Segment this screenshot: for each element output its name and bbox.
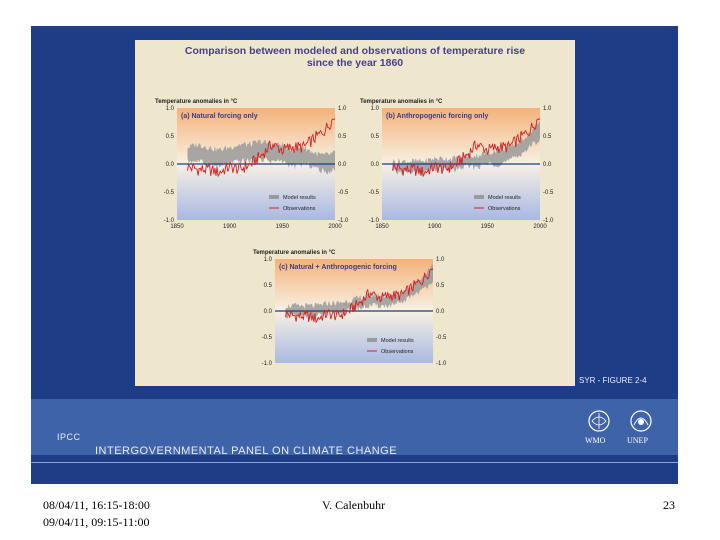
y-tick-right: -0.5 — [338, 190, 349, 196]
wmo-logo: WMO — [585, 410, 610, 445]
legend-model-label: Model results — [488, 195, 521, 201]
footer-dates: 08/04/11, 16:15-18:00 09/04/11, 09:15-11… — [43, 497, 150, 531]
y-tick-left: 1.0 — [371, 106, 380, 112]
x-tick: 2000 — [533, 224, 547, 230]
legend-obs-label: Observations — [283, 206, 316, 212]
y-axis-label: Temperature anomalies in °C — [155, 99, 238, 105]
x-tick: 1950 — [481, 224, 495, 230]
x-tick: 1950 — [276, 224, 290, 230]
y-tick-left: -1.0 — [164, 218, 175, 224]
legend-model-swatch — [367, 338, 377, 342]
y-tick-right: 0.0 — [338, 162, 347, 168]
y-tick-left: -0.5 — [262, 335, 273, 341]
y-tick-right: -1.0 — [436, 361, 447, 367]
legend-model-label: Model results — [283, 195, 316, 201]
y-tick-right: -0.5 — [543, 190, 554, 196]
panel-title: (c) Natural + Anthropogenic forcing — [279, 264, 397, 271]
y-tick-left: 0.0 — [166, 162, 175, 168]
figure-title-line2: since the year 1860 — [306, 57, 404, 69]
y-tick-left: 0.0 — [371, 162, 380, 168]
x-tick: 2000 — [328, 224, 342, 230]
unep-logo: UNEP — [627, 410, 652, 445]
figure-title-line1: Comparison between modeled and observati… — [184, 45, 526, 57]
unep-label: UNEP — [627, 436, 648, 445]
legend-model-swatch — [269, 195, 279, 199]
slide: Comparison between modeled and observati… — [31, 26, 678, 484]
band-divider — [31, 462, 678, 463]
y-tick-right: 0.0 — [436, 309, 445, 315]
y-tick-left: 0.5 — [166, 134, 175, 140]
y-tick-right: 0.5 — [436, 283, 445, 289]
y-tick-right: 1.0 — [436, 257, 445, 263]
y-axis-label: Temperature anomalies in °C — [253, 250, 336, 256]
y-tick-left: 1.0 — [264, 257, 273, 263]
y-tick-right: 0.5 — [338, 134, 347, 140]
ipcc-band: IPCC INTERGOVERNMENTAL PANEL ON CLIMATE … — [31, 399, 678, 457]
model-results-band — [187, 139, 335, 175]
legend-model-label: Model results — [381, 338, 414, 344]
model-results-band — [392, 121, 540, 176]
panel-title: (a) Natural forcing only — [181, 113, 258, 120]
y-tick-right: 1.0 — [543, 106, 552, 112]
ipcc-abbrev: IPCC — [57, 432, 81, 442]
x-tick: 1900 — [223, 224, 237, 230]
figure-title: Comparison between modeled and observati… — [135, 45, 575, 69]
ipcc-full-name: INTERGOVERNMENTAL PANEL ON CLIMATE CHANG… — [95, 445, 398, 457]
y-axis-label: Temperature anomalies in °C — [360, 99, 443, 105]
footer-date-line1: 08/04/11, 16:15-18:00 — [43, 498, 150, 512]
panel-title: (b) Anthropogenic forcing only — [386, 113, 489, 120]
x-tick: 1900 — [428, 224, 442, 230]
legend-obs-label: Observations — [381, 349, 414, 355]
wmo-label: WMO — [585, 436, 606, 445]
observations-line — [392, 118, 541, 178]
footer-author: V. Calenbuhr — [322, 498, 386, 512]
y-tick-left: 0.5 — [264, 283, 273, 289]
chart-anthropogenic: Temperature anomalies in °C (b) Anthropog… — [360, 99, 554, 230]
y-tick-left: -0.5 — [164, 190, 175, 196]
page-number: 23 — [663, 498, 675, 512]
figure-caption: SYR - FIGURE 2-4 — [579, 376, 647, 385]
y-tick-left: 0.0 — [264, 309, 273, 315]
legend-obs-label: Observations — [488, 206, 521, 212]
observations-line — [285, 268, 434, 324]
y-tick-right: -1.0 — [543, 218, 554, 224]
x-tick: 1850 — [375, 224, 389, 230]
y-tick-left: -0.5 — [369, 190, 380, 196]
y-tick-left: -1.0 — [262, 361, 273, 367]
x-tick: 1850 — [170, 224, 184, 230]
footer-date-line2: 09/04/11, 09:15-11:00 — [43, 515, 150, 529]
chart-combined: Temperature anomalies in °C (c) Natural +… — [253, 250, 447, 367]
chart-natural: Temperature anomalies in °C (a) Natural f… — [155, 99, 349, 230]
y-tick-right: -0.5 — [436, 335, 447, 341]
y-tick-right: 0.5 — [543, 134, 552, 140]
y-tick-left: 1.0 — [166, 106, 175, 112]
y-tick-left: -1.0 — [369, 218, 380, 224]
y-tick-right: 1.0 — [338, 106, 347, 112]
legend-model-swatch — [474, 195, 484, 199]
y-tick-left: 0.5 — [371, 134, 380, 140]
observations-line — [187, 118, 336, 178]
wmo-unep-logos: WMO UNEP — [585, 410, 652, 445]
y-tick-right: -1.0 — [338, 218, 349, 224]
y-tick-right: 0.0 — [543, 162, 552, 168]
ipcc-figure: Comparison between modeled and observati… — [135, 40, 575, 386]
